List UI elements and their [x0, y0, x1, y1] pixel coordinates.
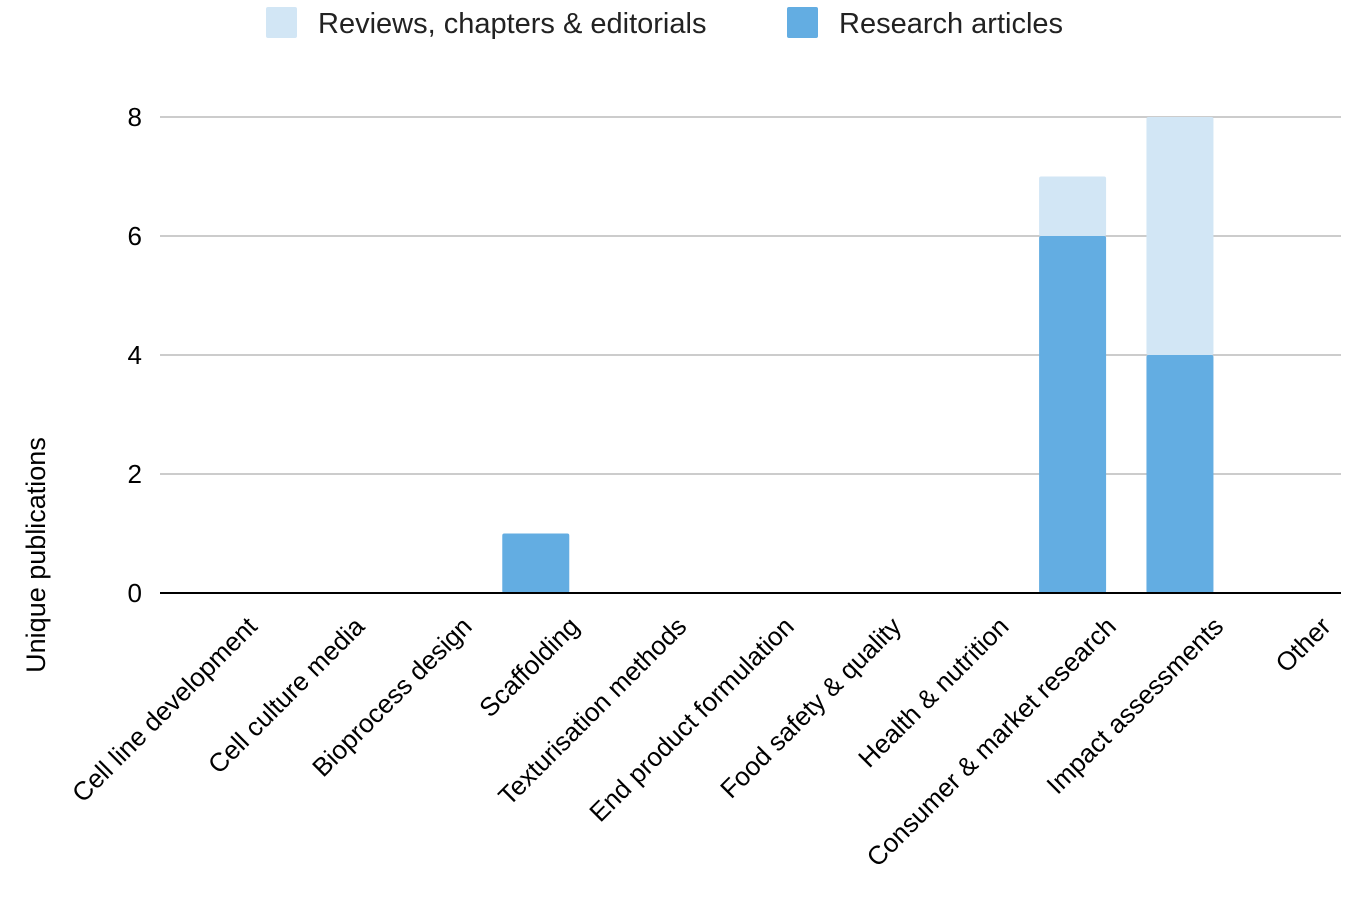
- x-tick-label-4: Texturisation methods: [492, 611, 692, 811]
- bar-research-9: [1146, 355, 1214, 593]
- legend-label-0: Reviews, chapters & editorials: [318, 8, 706, 40]
- y-axis-ticks: 0 2 4 6 8: [128, 102, 142, 608]
- x-tick-label-3: Scaffolding: [473, 611, 585, 723]
- bar-reviews-8: [1039, 176, 1107, 236]
- x-tick-label-5: End product formulation: [583, 611, 799, 827]
- legend-swatch-1: [787, 7, 818, 38]
- y-tick-label-4: 4: [128, 340, 142, 370]
- bars: [502, 117, 1214, 593]
- x-tick-label-6: Food safety & quality: [714, 611, 907, 804]
- y-tick-label-8: 8: [128, 102, 142, 132]
- y-tick-label-2: 2: [128, 459, 142, 489]
- bar-research-3: [502, 533, 570, 593]
- legend-swatch-0: [266, 7, 297, 38]
- legend: Reviews, chapters & editorials Research a…: [266, 7, 1063, 40]
- y-tick-label-6: 6: [128, 221, 142, 251]
- bar-research-8: [1039, 236, 1107, 593]
- x-tick-label-9: Impact assessments: [1040, 611, 1229, 800]
- bar-reviews-9: [1146, 117, 1214, 355]
- y-tick-label-0: 0: [128, 578, 142, 608]
- x-tick-label-10: Other: [1269, 611, 1336, 678]
- y-gridlines: [160, 116, 1341, 475]
- x-tick-label-0: Cell line development: [66, 610, 264, 808]
- legend-label-1: Research articles: [839, 8, 1063, 40]
- y-axis-title: Unique publications: [21, 437, 51, 673]
